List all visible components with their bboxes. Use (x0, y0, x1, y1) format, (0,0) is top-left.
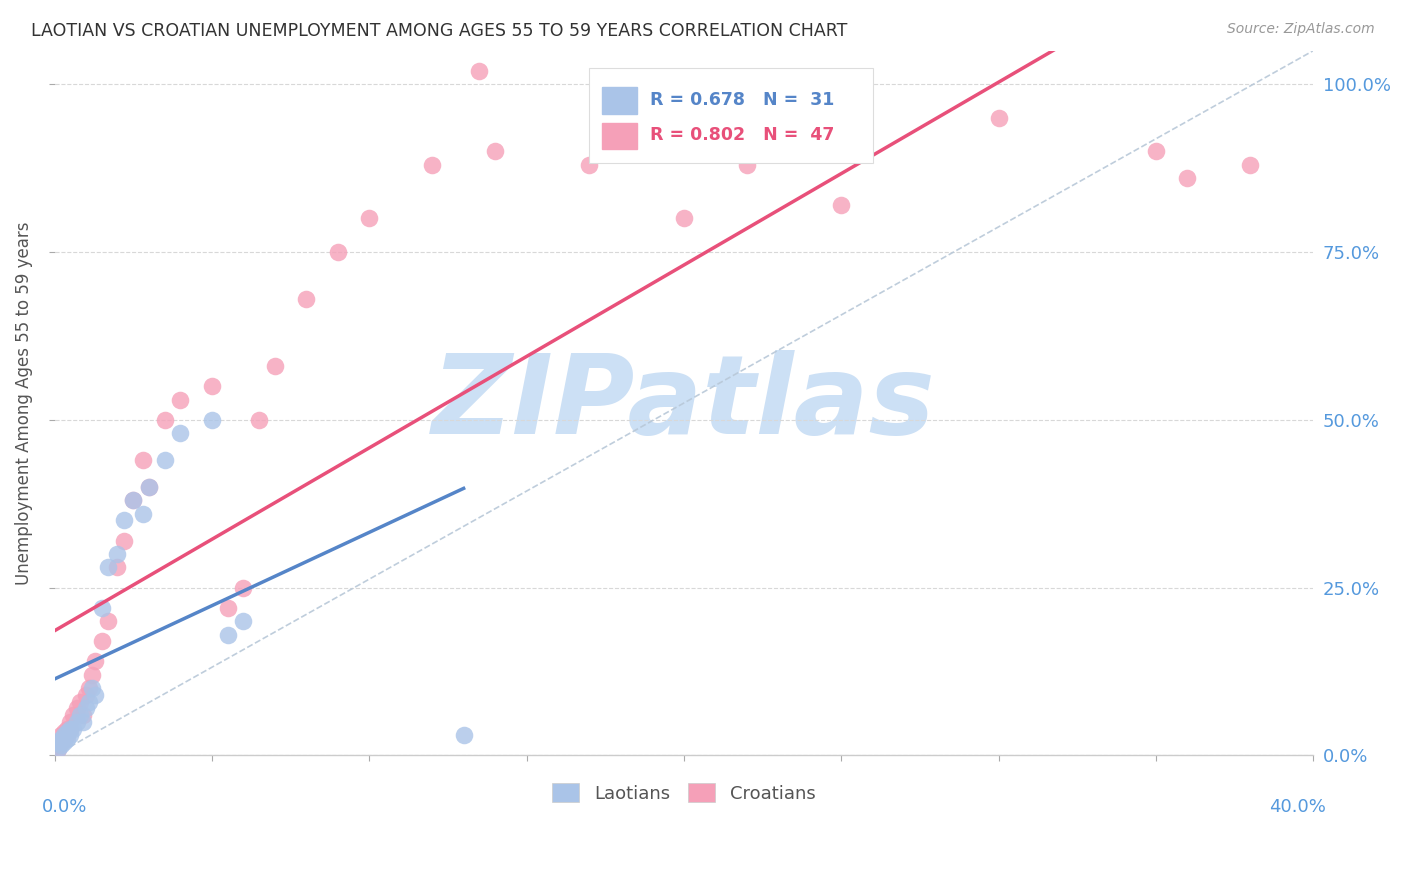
Text: LAOTIAN VS CROATIAN UNEMPLOYMENT AMONG AGES 55 TO 59 YEARS CORRELATION CHART: LAOTIAN VS CROATIAN UNEMPLOYMENT AMONG A… (31, 22, 848, 40)
Point (59, 714, 82, 729)
Point (52, 735, 75, 749)
Point (75, 688, 97, 702)
Bar (602, 122, 637, 149)
Point (46, 735, 69, 749)
Point (987, 111, 1010, 125)
Text: R = 0.802   N =  47: R = 0.802 N = 47 (650, 127, 834, 145)
Point (247, 413, 270, 427)
Point (453, 728, 475, 742)
Point (90, 634, 112, 648)
Text: Source: ZipAtlas.com: Source: ZipAtlas.com (1227, 22, 1375, 37)
Point (56, 722, 79, 736)
Point (672, 211, 695, 226)
Point (46, 741, 69, 756)
Point (201, 413, 224, 427)
Point (153, 453, 176, 467)
Text: R = 0.678   N =  31: R = 0.678 N = 31 (650, 91, 834, 109)
Point (112, 533, 135, 548)
Point (830, 198, 852, 212)
Point (75, 701, 97, 715)
Point (232, 614, 254, 628)
Point (59, 722, 82, 736)
Point (169, 392, 191, 407)
FancyBboxPatch shape (589, 69, 873, 163)
Point (131, 453, 153, 467)
Point (56, 724, 79, 739)
Text: 40.0%: 40.0% (1270, 797, 1326, 815)
Point (107, 560, 129, 574)
Point (46, 739, 69, 753)
Point (46, 735, 69, 749)
Point (77, 681, 100, 696)
Point (122, 493, 145, 508)
Point (90, 600, 112, 615)
Point (69, 695, 91, 709)
Point (62, 722, 84, 736)
Point (69, 708, 91, 723)
Y-axis label: Unemployment Among Ages 55 to 59 years: Unemployment Among Ages 55 to 59 years (15, 221, 32, 585)
Point (49, 728, 72, 742)
Point (1177, 171, 1199, 186)
Point (46, 741, 69, 756)
Point (112, 513, 135, 527)
Point (735, 158, 758, 172)
Point (52, 724, 75, 739)
Point (263, 359, 285, 373)
Point (82, 668, 104, 682)
Point (484, 145, 506, 159)
Point (82, 681, 104, 696)
Point (65, 714, 87, 729)
Point (138, 480, 160, 494)
Point (56, 731, 79, 746)
Point (468, 63, 491, 78)
Point (138, 480, 160, 494)
Point (72, 714, 94, 729)
Point (232, 581, 254, 595)
Legend: Laotians, Croatians: Laotians, Croatians (546, 776, 823, 810)
Point (72, 708, 94, 723)
Point (97, 560, 120, 574)
Point (217, 600, 239, 615)
Text: ZIPatlas: ZIPatlas (432, 350, 936, 457)
Point (59, 728, 82, 742)
Point (49, 731, 72, 746)
Bar (602, 87, 637, 114)
Point (420, 158, 443, 172)
Point (77, 695, 100, 709)
Point (578, 158, 600, 172)
Point (1239, 158, 1261, 172)
Point (1144, 145, 1167, 159)
Point (169, 426, 191, 441)
Point (65, 701, 87, 715)
Point (59, 722, 82, 736)
Point (359, 211, 381, 226)
Point (49, 735, 72, 749)
Point (153, 413, 176, 427)
Point (107, 547, 129, 561)
Point (62, 708, 84, 723)
Point (56, 728, 79, 742)
Point (201, 379, 224, 393)
Text: 0.0%: 0.0% (42, 797, 87, 815)
Point (97, 614, 120, 628)
Point (217, 627, 239, 641)
Point (122, 493, 145, 508)
Point (52, 731, 75, 746)
Point (131, 507, 153, 521)
Point (295, 292, 318, 306)
Point (52, 728, 75, 742)
Point (326, 245, 349, 260)
Point (84, 654, 107, 668)
Point (84, 688, 107, 702)
Point (49, 739, 72, 753)
